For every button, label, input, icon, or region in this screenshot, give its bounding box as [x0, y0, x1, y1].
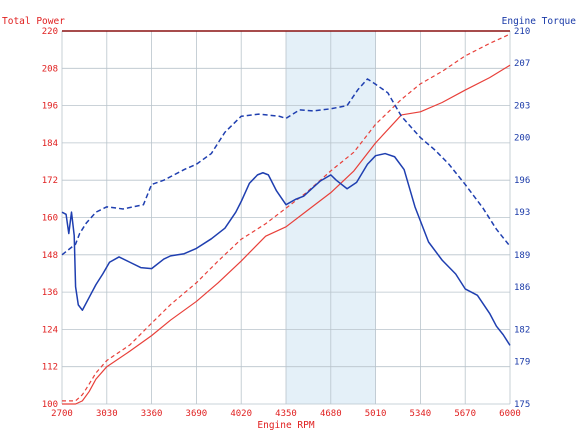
left-tick-label: 148: [42, 251, 58, 261]
left-tick-label: 100: [42, 400, 58, 410]
x-tick-label: 5340: [410, 409, 432, 419]
left-tick-label: 220: [42, 27, 58, 37]
x-tick-label: 3360: [141, 409, 163, 419]
x-tick-label: 4680: [320, 409, 342, 419]
left-tick-label: 196: [42, 102, 58, 112]
left-tick-label: 136: [42, 288, 58, 298]
x-tick-label: 5670: [454, 409, 476, 419]
x-tick-label: 2700: [51, 409, 73, 419]
left-tick-label: 184: [42, 139, 58, 149]
left-tick-label: 112: [42, 363, 58, 373]
torque-dashed-line: [61, 78, 511, 256]
torque-solid-line: [61, 152, 511, 346]
right-tick-label: 175: [514, 400, 530, 410]
left-axis-ticks: 100 112 124 136 148 160 172 184 196 208 220: [42, 27, 58, 410]
x-tick-label: 5010: [365, 409, 387, 419]
left-axis-title: Total Power: [2, 16, 65, 27]
power-solid-line: [62, 64, 511, 405]
right-tick-label: 193: [514, 208, 530, 218]
right-tick-label: 186: [514, 283, 530, 293]
x-tick-label: 6000: [499, 409, 521, 419]
grid: [61, 30, 511, 405]
series-layer: [61, 33, 511, 405]
left-tick-label: 208: [42, 64, 58, 74]
right-axis-ticks: 175 179 182 186 189 193 196 200 203 207 210: [514, 27, 530, 410]
x-axis-title: Engine RPM: [257, 420, 314, 431]
x-tick-label: 3690: [186, 409, 208, 419]
right-tick-label: 189: [514, 251, 530, 261]
right-tick-label: 196: [514, 176, 530, 186]
x-tick-label: 4350: [275, 409, 297, 419]
x-tick-label: 3030: [96, 409, 118, 419]
power-dashed-line: [62, 33, 511, 402]
x-tick-label: 4020: [230, 409, 252, 419]
right-tick-label: 207: [514, 59, 530, 69]
x-axis-ticks: 2700 3030 3360 3690 4020 4350 4680 5010 5340 5670…: [51, 409, 521, 419]
left-tick-label: 160: [42, 214, 58, 224]
right-tick-label: 182: [514, 325, 530, 335]
right-axis-title: Engine Torque: [502, 16, 577, 27]
right-tick-label: 179: [514, 357, 530, 367]
left-tick-label: 172: [42, 176, 58, 186]
right-tick-label: 200: [514, 134, 530, 144]
right-tick-label: 210: [514, 27, 530, 37]
right-tick-label: 203: [514, 102, 530, 112]
left-tick-label: 124: [42, 325, 58, 335]
